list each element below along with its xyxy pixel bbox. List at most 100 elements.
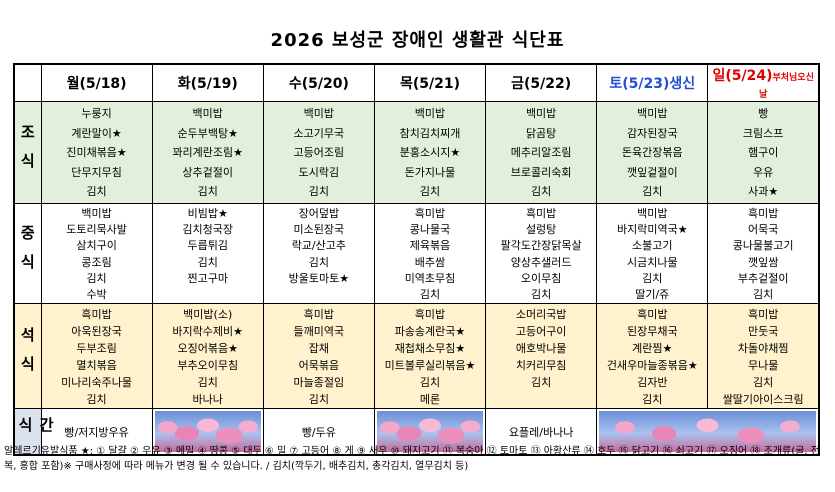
menu-item: 부추겉절이: [737, 271, 789, 285]
menu-item: 깻잎겉절이: [626, 165, 678, 179]
day-label: 수(5/20): [288, 76, 349, 92]
menu-item: 분홍소시지★: [399, 146, 461, 159]
menu-list: 백미밥 닭곰탕 메추리알조림 브로콜리숙회 김치: [486, 102, 596, 202]
menu-item: 감자된장국: [626, 126, 678, 140]
blossom-photo: [599, 411, 816, 453]
menu-table: 월(5/18) 화(5/19) 수(5/20) 목(5/21) 금(5/22) 토(5/2…: [13, 63, 820, 457]
menu-item: 쌀딸기아이스크림: [722, 393, 804, 407]
menu-item: 백미밥: [637, 107, 668, 120]
blossom-photo: [154, 411, 261, 453]
menu-item: 콩나물국: [409, 223, 451, 237]
menu-item: 콩조림: [81, 255, 112, 269]
menu-item: 만둣국: [747, 325, 779, 339]
menu-cell: 흑미밥 파송송계란국★ 재첩채소무침★ 미트볼루실리볶음★ 김치 메론: [373, 303, 487, 410]
menu-item: 백미밥: [637, 207, 668, 220]
menu-item: 백미밥: [303, 107, 335, 120]
menu-item: 브로콜리숙회: [510, 165, 572, 179]
menu-item: 흑미밥: [303, 308, 335, 322]
menu-item: 김치: [642, 185, 663, 198]
menu-item: 김치: [642, 393, 663, 407]
day-header: 금(5/22): [485, 63, 598, 102]
menu-item: 김치: [642, 271, 663, 285]
menu-list: 흑미밥 만둣국 차돌야채찜 무나물 김치 쌀딸기아이스크림: [708, 304, 818, 408]
menu-item: 김치: [86, 185, 107, 198]
menu-item: 사과★: [748, 185, 779, 198]
snack-cell: 빵/저지방우유: [40, 408, 153, 456]
menu-item: 김치: [531, 185, 552, 198]
menu-list: 흑미밥 아욱된장국 두부조림 멸치볶음 미나리숙주나물 김치: [42, 304, 152, 408]
menu-list: 백미밥 참치김치찌개 분홍소시지★ 돈가지나물 김치: [375, 102, 485, 202]
menu-list: 백미밥 감자된장국 돈육간장볶음 깻잎겉절이 김치: [597, 102, 707, 202]
menu-item: 흑미밥: [414, 308, 446, 322]
menu-cell: 흑미밥 아욱된장국 두부조림 멸치볶음 미나리숙주나물 김치: [40, 303, 153, 410]
menu-cell: 백미밥 닭곰탕 메추리알조림 브로콜리숙회 김치: [485, 101, 598, 204]
menu-item: 찐고구마: [187, 271, 228, 285]
menu-item: 양상추샐러드: [510, 255, 572, 269]
menu-cell: 빵 크림스프 햄구이 우유 사과★: [707, 101, 820, 204]
menu-item: 어묵국: [747, 223, 779, 237]
menu-item: 시금치나물: [626, 255, 678, 269]
menu-list: 흑미밥 어묵국 콩나물불고기 깻잎쌈 부추겉절이 김치: [708, 204, 818, 303]
day-header: 일(5/24)부처님오신날: [707, 63, 820, 102]
menu-list: 흑미밥 된장무채국 계란찜★ 건새우마늘종볶음★ 김자반 김치: [597, 304, 707, 408]
menu-item: 설렁탕: [525, 223, 557, 237]
row-label-text: 조식: [18, 123, 37, 182]
menu-item: 락교/산고추: [291, 239, 346, 253]
menu-list: 흑미밥 콩나물국 제육볶음 배추쌈 미역초무침 김치: [375, 204, 485, 303]
menu-item: 계란찜★: [632, 342, 673, 356]
menu-item: 소불고기: [632, 239, 673, 253]
menu-item: 김치: [753, 288, 774, 302]
menu-item: 딸기/쥬: [635, 288, 670, 302]
snack-cell: 빵/두유: [262, 408, 375, 456]
menu-item: 계란말이★: [71, 126, 122, 140]
menu-item: 크림스프: [742, 126, 784, 140]
menu-item: 애호박나물: [515, 342, 567, 356]
corner: [13, 63, 42, 102]
menu-list: 소머리국밥 고등어구이 애호박나물 치커리무침 김치: [486, 304, 596, 391]
menu-list: 백미밥 소고기무국 고등어조림 도시락김 김치: [264, 102, 374, 202]
day-header: 토(5/23)생신: [596, 63, 709, 102]
day-label: 금(5/22): [511, 76, 572, 92]
menu-list: 흑미밥 파송송계란국★ 재첩채소무침★ 미트볼루실리볶음★ 김치 메론: [375, 304, 485, 408]
menu-list: 비빔밥★ 김치청국장 두릅튀김 김치 찐고구마: [153, 204, 263, 287]
menu-item: 미역초무침: [404, 271, 456, 285]
day-label: 일(5/24): [712, 68, 773, 84]
menu-cell: 백미밥(소) 바지락수제비★ 오징어볶음★ 부추오이무침 김치 바나나: [151, 303, 264, 410]
menu-cell: 흑미밥 된장무채국 계란찜★ 건새우마늘종볶음★ 김자반 김치: [596, 303, 709, 410]
menu-cell: 흑미밥 어묵국 콩나물불고기 깻잎쌈 부추겉절이 김치: [707, 202, 820, 305]
menu-item: 파송송계란국★: [394, 325, 466, 339]
menu-cell: 소머리국밥 고등어구이 애호박나물 치커리무침 김치: [485, 303, 598, 410]
day-label: 월(5/18): [66, 76, 127, 92]
menu-cell: 비빔밥★ 김치청국장 두릅튀김 김치 찐고구마: [151, 202, 264, 305]
menu-item: 돈가지나물: [404, 165, 456, 179]
menu-item: 두릅튀김: [187, 239, 228, 253]
menu-item: 소머리국밥: [515, 308, 567, 322]
menu-list: 백미밥(소) 바지락수제비★ 오징어볶음★ 부추오이무침 김치 바나나: [153, 304, 263, 408]
snack-cell: 요플레/바나나: [485, 408, 598, 456]
menu-item: 김치: [197, 376, 218, 390]
menu-item: 된장무채국: [626, 325, 678, 339]
menu-list: 백미밥 순두부백탕★ 꽈리계란조림★ 상추겉절이 김치: [153, 102, 263, 202]
menu-item: 치커리무침: [515, 359, 567, 373]
menu-item: 들깨미역국: [293, 325, 345, 339]
menu-item: 김치: [531, 376, 552, 390]
header-row: 월(5/18) 화(5/19) 수(5/20) 목(5/21) 금(5/22) 토(5/2…: [13, 63, 820, 102]
menu-cell: 백미밥 감자된장국 돈육간장볶음 깻잎겉절이 김치: [596, 101, 709, 204]
menu-cell: 흑미밥 만둣국 차돌야채찜 무나물 김치 쌀딸기아이스크림: [707, 303, 820, 410]
day-header: 월(5/18): [40, 63, 153, 102]
menu-item: 메론: [419, 393, 441, 407]
menu-cell: 흑미밥 들깨미역국 잡채 어묵볶음 마늘종절임 김치: [262, 303, 375, 410]
menu-item: 고등어조림: [293, 146, 345, 159]
menu-item: 바지락미역국★: [616, 223, 688, 237]
menu-item: 미나리숙주나물: [61, 376, 132, 390]
menu-item: 미트볼루실리볶음★: [384, 359, 476, 373]
menu-item: 마늘종절임: [293, 376, 345, 390]
menu-cell: 흑미밥 설렁탕 팔각도간장닭목살 양상추샐러드 오이무침 김치: [485, 202, 598, 305]
menu-item: 닭곰탕: [525, 126, 557, 140]
menu-cell: 백미밥 참치김치찌개 분홍소시지★ 돈가지나물 김치: [373, 101, 487, 204]
meal-row: 조식 누룽지 계란말이★ 진미채볶음★ 단무지무침 김치 백미밥 순두부백탕★ 꽈리계란조림★ 상…: [13, 101, 820, 204]
menu-cell: 백미밥 도토리묵사발 삼치구이 콩조림 김치 수박: [40, 202, 153, 305]
menu-item: 도토리묵사발: [66, 223, 127, 237]
